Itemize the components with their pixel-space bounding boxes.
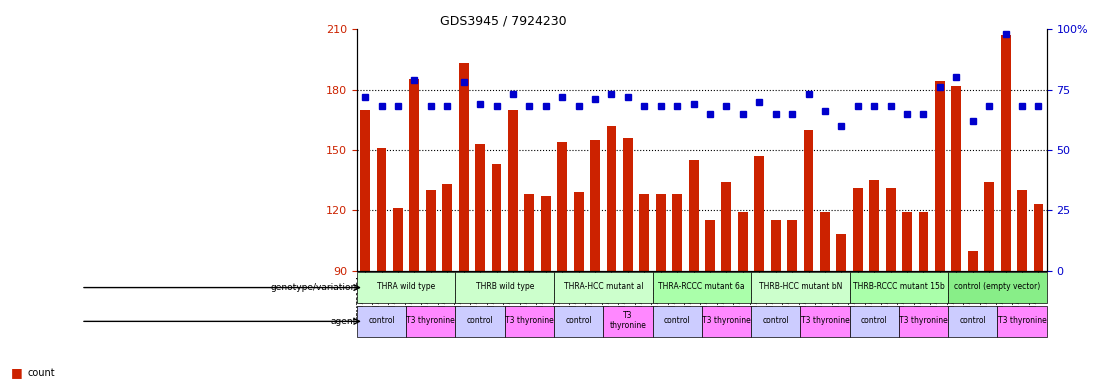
Bar [721, 182, 731, 271]
Bar [607, 126, 617, 271]
Bar [672, 194, 682, 271]
Text: T3 thyronine: T3 thyronine [702, 316, 751, 325]
FancyBboxPatch shape [849, 306, 899, 337]
Text: THRA-HCC mutant al: THRA-HCC mutant al [564, 282, 643, 291]
Text: ■: ■ [11, 382, 23, 384]
FancyBboxPatch shape [997, 306, 1047, 337]
Text: control: control [960, 316, 986, 325]
FancyBboxPatch shape [899, 306, 949, 337]
FancyBboxPatch shape [751, 306, 801, 337]
Text: T3 thyronine: T3 thyronine [801, 316, 849, 325]
Bar [393, 208, 403, 271]
Text: T3
thyronine: T3 thyronine [610, 311, 646, 330]
FancyBboxPatch shape [949, 272, 1047, 303]
Text: count: count [28, 368, 55, 378]
Bar [836, 235, 846, 271]
Text: THRB-RCCC mutant 15b: THRB-RCCC mutant 15b [853, 282, 945, 291]
Bar [788, 220, 797, 271]
Text: control: control [762, 316, 789, 325]
Text: THRA-RCCC mutant 6a: THRA-RCCC mutant 6a [658, 282, 746, 291]
Bar [705, 220, 715, 271]
Bar [475, 144, 485, 271]
Bar [442, 184, 452, 271]
Bar [1000, 35, 1010, 271]
Bar [688, 160, 698, 271]
Bar [902, 212, 912, 271]
Bar [886, 188, 896, 271]
FancyBboxPatch shape [456, 272, 554, 303]
FancyBboxPatch shape [653, 306, 702, 337]
FancyBboxPatch shape [603, 306, 653, 337]
Text: control (empty vector): control (empty vector) [954, 282, 1040, 291]
Text: control: control [565, 316, 592, 325]
Bar [952, 86, 961, 271]
Text: THRB-HCC mutant bN: THRB-HCC mutant bN [759, 282, 842, 291]
Bar [459, 63, 469, 271]
Bar [656, 194, 666, 271]
Bar [984, 182, 994, 271]
Bar [967, 250, 977, 271]
Text: agent: agent [331, 317, 357, 326]
Bar [361, 110, 371, 271]
Bar [557, 142, 567, 271]
Text: control: control [664, 316, 690, 325]
FancyBboxPatch shape [849, 272, 949, 303]
Bar [376, 148, 386, 271]
Bar [869, 180, 879, 271]
FancyBboxPatch shape [357, 306, 406, 337]
Text: THRB wild type: THRB wild type [475, 282, 534, 291]
Text: control: control [860, 316, 888, 325]
Bar [1017, 190, 1027, 271]
FancyBboxPatch shape [456, 306, 505, 337]
Bar [492, 164, 502, 271]
FancyBboxPatch shape [505, 306, 554, 337]
Text: T3 thyronine: T3 thyronine [899, 316, 947, 325]
Text: ■: ■ [11, 366, 23, 379]
FancyBboxPatch shape [949, 306, 997, 337]
FancyBboxPatch shape [554, 306, 603, 337]
Text: control: control [368, 316, 395, 325]
FancyBboxPatch shape [702, 306, 751, 337]
Bar [919, 212, 929, 271]
Bar [853, 188, 863, 271]
Text: T3 thyronine: T3 thyronine [997, 316, 1047, 325]
FancyBboxPatch shape [357, 272, 456, 303]
FancyBboxPatch shape [751, 272, 849, 303]
Bar [426, 190, 436, 271]
Bar [524, 194, 534, 271]
Text: control: control [467, 316, 493, 325]
FancyBboxPatch shape [406, 306, 456, 337]
Bar [804, 130, 813, 271]
Bar [1034, 204, 1043, 271]
FancyBboxPatch shape [554, 272, 653, 303]
Text: T3 thyronine: T3 thyronine [406, 316, 456, 325]
Bar [508, 110, 518, 271]
Text: GDS3945 / 7924230: GDS3945 / 7924230 [440, 15, 566, 28]
Bar [771, 220, 781, 271]
Bar [409, 79, 419, 271]
Bar [935, 81, 945, 271]
Bar [590, 140, 600, 271]
Bar [574, 192, 583, 271]
Bar [738, 212, 748, 271]
FancyBboxPatch shape [653, 272, 751, 303]
Bar [540, 196, 550, 271]
Bar [754, 156, 764, 271]
Text: T3 thyronine: T3 thyronine [505, 316, 554, 325]
FancyBboxPatch shape [801, 306, 849, 337]
Bar [640, 194, 650, 271]
Bar [820, 212, 829, 271]
Text: THRA wild type: THRA wild type [377, 282, 436, 291]
Text: genotype/variation: genotype/variation [270, 283, 357, 292]
Bar [623, 138, 633, 271]
